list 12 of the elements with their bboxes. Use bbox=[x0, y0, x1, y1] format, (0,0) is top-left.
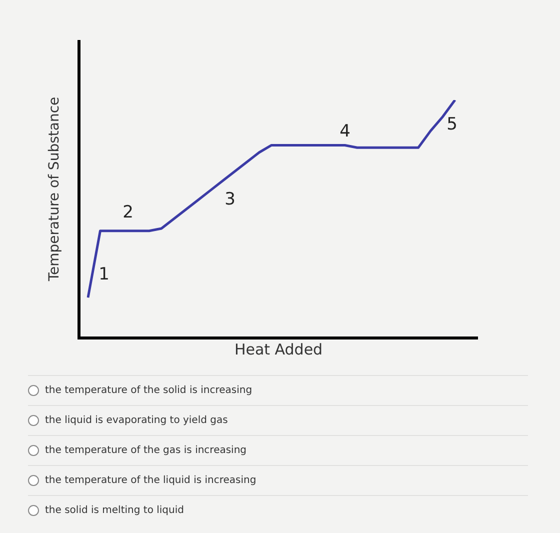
annotation: 5 bbox=[446, 114, 458, 134]
text: the temperature of the solid is increasing bbox=[45, 385, 252, 396]
text: the temperature of the gas is increasing bbox=[45, 445, 247, 456]
text: the temperature of the liquid is increasing bbox=[45, 475, 256, 486]
text: the liquid is evaporating to yield gas bbox=[45, 415, 228, 426]
annotation: 1 bbox=[98, 264, 110, 284]
annotation: 4 bbox=[340, 121, 350, 142]
annotation: 2 bbox=[122, 202, 134, 222]
x-axis-title: Heat Added bbox=[234, 340, 323, 358]
annotation: 3 bbox=[224, 189, 236, 210]
text: the solid is melting to liquid bbox=[45, 505, 184, 516]
y-axis-title: Temperature of Substance bbox=[46, 96, 63, 282]
